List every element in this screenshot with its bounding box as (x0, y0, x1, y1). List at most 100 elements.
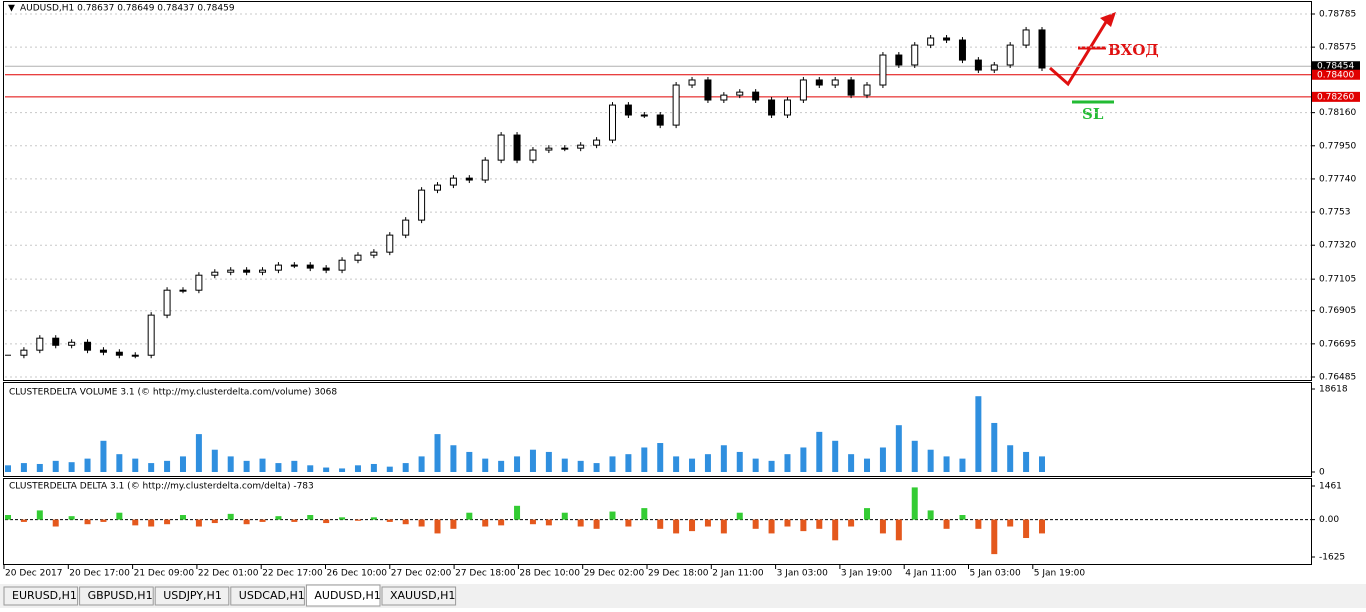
candle (274, 264, 282, 271)
bar (561, 458, 568, 472)
bar (354, 519, 361, 521)
bar (323, 519, 330, 524)
bar (911, 487, 918, 520)
candle (306, 264, 314, 269)
bar (991, 422, 998, 472)
bar (959, 458, 966, 472)
y-tick-label: 0.76485 (1319, 373, 1356, 383)
candle (768, 99, 776, 116)
candle (974, 59, 982, 71)
time-label: 21 Dec 09:00 (134, 569, 195, 579)
bar (577, 460, 584, 472)
candle (895, 54, 903, 66)
y-tick-label: -1625 (1319, 553, 1345, 563)
price-tag-label: 0.78260 (1317, 92, 1354, 102)
candle (36, 337, 44, 351)
time-label: 28 Dec 10:00 (519, 569, 580, 579)
bar (339, 468, 346, 472)
candle (990, 64, 998, 71)
tab[interactable] (79, 586, 154, 606)
bar (52, 519, 59, 527)
indicator-title: CLUSTERDELTA DELTA 3.1 (© http://my.clus… (9, 482, 314, 492)
candle (529, 149, 537, 161)
bar (5, 515, 11, 520)
bar (768, 519, 775, 534)
candle (577, 144, 585, 149)
candle (481, 159, 489, 181)
candle (131, 354, 139, 357)
time-label: 22 Dec 01:00 (198, 569, 259, 579)
tab[interactable] (3, 586, 79, 606)
candle (370, 251, 378, 256)
candle (752, 91, 760, 101)
price-tag (1312, 61, 1360, 72)
bar (36, 510, 43, 520)
tab-label[interactable]: XAUUSD,H1 (390, 589, 455, 602)
bar (5, 465, 11, 472)
candle (20, 349, 28, 356)
tab[interactable] (154, 586, 230, 606)
bar (879, 519, 886, 534)
bar (864, 508, 871, 520)
bar (625, 519, 632, 527)
bar (291, 519, 298, 522)
candle (259, 269, 267, 273)
bar (482, 519, 489, 527)
candle (911, 44, 919, 66)
bar (20, 519, 27, 522)
bar (848, 519, 855, 527)
tab[interactable] (381, 586, 457, 606)
tab[interactable] (230, 586, 305, 606)
bar (164, 519, 171, 525)
bar (768, 460, 775, 472)
candle (958, 39, 966, 61)
tab-label[interactable]: USDCAD,H1 (239, 589, 305, 602)
candle (99, 349, 107, 353)
tab-label[interactable]: GBPUSD,H1 (88, 589, 153, 602)
candle (943, 37, 951, 41)
bar (864, 458, 871, 472)
bar (418, 519, 425, 527)
candle (52, 337, 60, 346)
bar (641, 508, 648, 520)
bar (529, 519, 536, 525)
candle (815, 79, 823, 86)
bar (402, 463, 409, 472)
bar (243, 460, 250, 472)
time-label: 5 Jan 19:00 (1034, 569, 1086, 579)
tab-label[interactable]: USDJPY,H1 (163, 589, 222, 602)
bar (927, 510, 934, 520)
bar (259, 519, 266, 522)
bar (943, 519, 950, 529)
bar (227, 456, 234, 472)
candle (879, 54, 887, 86)
price-tag (1312, 69, 1360, 80)
bar (68, 462, 75, 472)
bar (20, 463, 27, 472)
tab-label[interactable]: EURUSD,H1 (12, 589, 77, 602)
bar (418, 456, 425, 472)
tab-label[interactable]: AUDUSD,H1 (314, 589, 380, 602)
candle (561, 147, 569, 150)
candle (386, 234, 394, 253)
y-tick-label: 1461 (1319, 482, 1342, 492)
bar (1039, 456, 1045, 472)
bar (784, 519, 791, 527)
candle (624, 104, 632, 116)
bar (529, 449, 536, 472)
bar (895, 519, 902, 541)
candle (322, 267, 330, 271)
time-label: 29 Dec 18:00 (648, 569, 709, 579)
bar (927, 449, 934, 472)
tab[interactable] (305, 584, 381, 607)
y-tick-label: 0.78160 (1319, 108, 1356, 118)
bar (370, 463, 377, 472)
bar (386, 519, 393, 522)
time-label: 4 Jan 11:00 (905, 569, 957, 579)
bar (354, 465, 361, 472)
candle (68, 341, 76, 346)
candle (656, 114, 664, 126)
time-label: 26 Dec 10:00 (327, 569, 388, 579)
bar (545, 451, 552, 472)
